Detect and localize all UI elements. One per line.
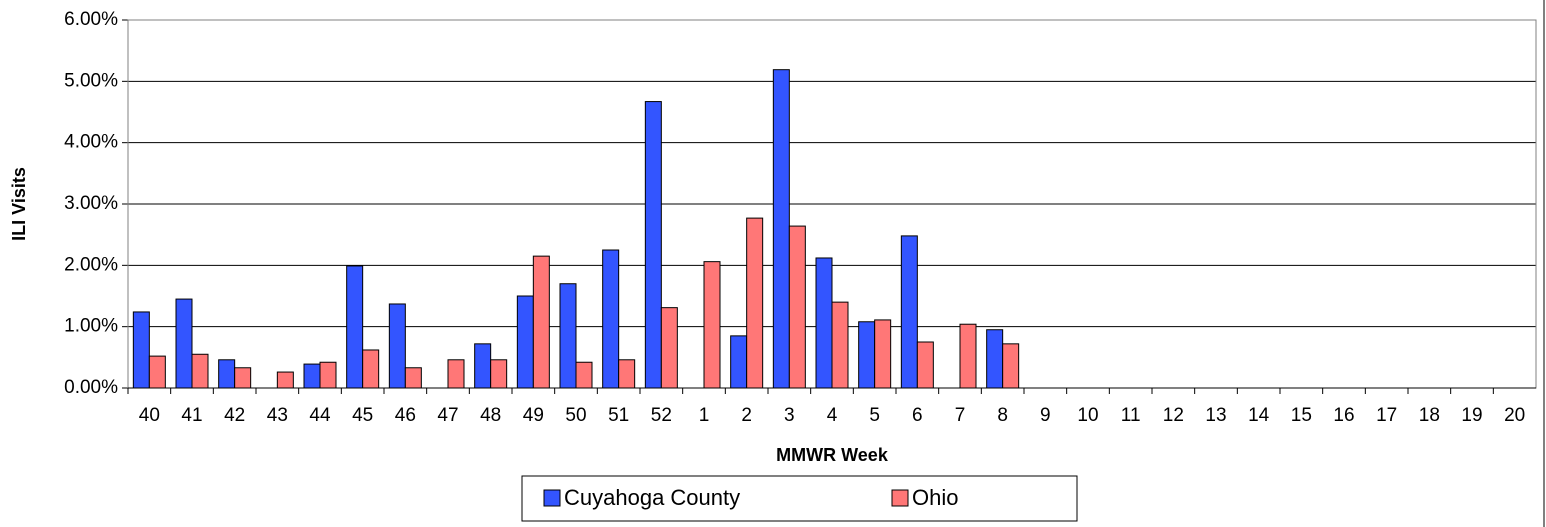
x-tick-label: 15 (1291, 405, 1312, 426)
bar (362, 349, 380, 389)
bar (618, 359, 636, 389)
bar (772, 69, 790, 389)
bar (148, 355, 166, 389)
bar (644, 101, 662, 389)
bar (916, 341, 934, 389)
legend-box (521, 475, 1078, 522)
y-tick-label: 4.00% (64, 132, 118, 153)
x-tick-label: 11 (1121, 405, 1141, 426)
x-tick-label: 1 (699, 405, 710, 426)
x-tick-label: 19 (1461, 405, 1482, 426)
bar (746, 217, 764, 389)
x-tick-label: 41 (181, 405, 202, 426)
x-tick-label: 43 (267, 405, 288, 426)
y-tick-label: 1.00% (64, 316, 118, 337)
x-tick-label: 45 (352, 405, 373, 426)
x-tick-label: 4 (827, 405, 838, 426)
bar (831, 301, 849, 389)
bar (319, 361, 337, 389)
legend-swatch (543, 489, 561, 507)
x-tick-label: 44 (309, 405, 331, 426)
x-tick-label: 9 (1040, 405, 1051, 426)
y-tick-label: 5.00% (64, 70, 118, 91)
x-tick-label: 47 (437, 405, 458, 426)
y-tick-label: 0.00% (64, 377, 118, 398)
bar (303, 363, 321, 389)
bar (532, 255, 550, 389)
bar (191, 353, 209, 389)
x-tick-label: 46 (395, 405, 416, 426)
bar (900, 235, 918, 389)
bar (730, 335, 748, 389)
bar (388, 303, 406, 389)
x-tick-label: 17 (1376, 405, 1397, 426)
legend-label: Ohio (912, 485, 958, 510)
bar (858, 321, 876, 389)
x-tick-label: 10 (1077, 405, 1098, 426)
bar (175, 298, 193, 389)
y-tick-label: 6.00% (64, 9, 118, 30)
x-tick-label: 8 (997, 405, 1008, 426)
x-tick-label: 3 (784, 405, 795, 426)
x-tick-label: 20 (1504, 405, 1525, 426)
x-tick-label: 2 (741, 405, 752, 426)
bar (788, 225, 806, 389)
bar (660, 307, 678, 389)
bar (559, 283, 577, 389)
x-tick-label: 18 (1419, 405, 1440, 426)
bar (404, 367, 422, 389)
bar (874, 319, 892, 389)
bar (959, 323, 977, 389)
x-tick-label: 51 (608, 405, 629, 426)
bar (815, 257, 833, 389)
x-tick-label: 49 (523, 405, 544, 426)
bar (218, 359, 236, 389)
x-tick-label: 40 (139, 405, 160, 426)
bar (276, 371, 294, 389)
x-tick-label: 48 (480, 405, 501, 426)
x-tick-label: 14 (1248, 405, 1270, 426)
x-tick-label: 50 (565, 405, 586, 426)
bar (234, 367, 252, 389)
bar (132, 311, 150, 389)
x-tick-label: 7 (955, 405, 966, 426)
x-tick-label: 52 (651, 405, 672, 426)
legend-swatch (891, 489, 909, 507)
x-tick-label: 6 (912, 405, 923, 426)
y-tick-label: 2.00% (64, 254, 118, 275)
legend-label: Cuyahoga County (564, 485, 740, 510)
x-axis-title: MMWR Week (776, 445, 889, 465)
x-tick-label: 42 (224, 405, 245, 426)
bar (602, 249, 620, 389)
x-tick-label: 16 (1333, 405, 1354, 426)
bar (575, 361, 593, 389)
y-tick-label: 3.00% (64, 193, 118, 214)
bar (447, 359, 465, 389)
bar (1002, 343, 1020, 389)
bar (474, 343, 492, 389)
x-tick-label: 5 (869, 405, 880, 426)
bar (703, 261, 721, 389)
bar (346, 265, 364, 389)
bar (986, 329, 1004, 389)
bar (490, 359, 508, 389)
y-axis-title: ILI Visits (9, 167, 29, 241)
x-tick-label: 13 (1205, 405, 1226, 426)
x-tick-label: 12 (1163, 405, 1184, 426)
bar (516, 295, 534, 389)
